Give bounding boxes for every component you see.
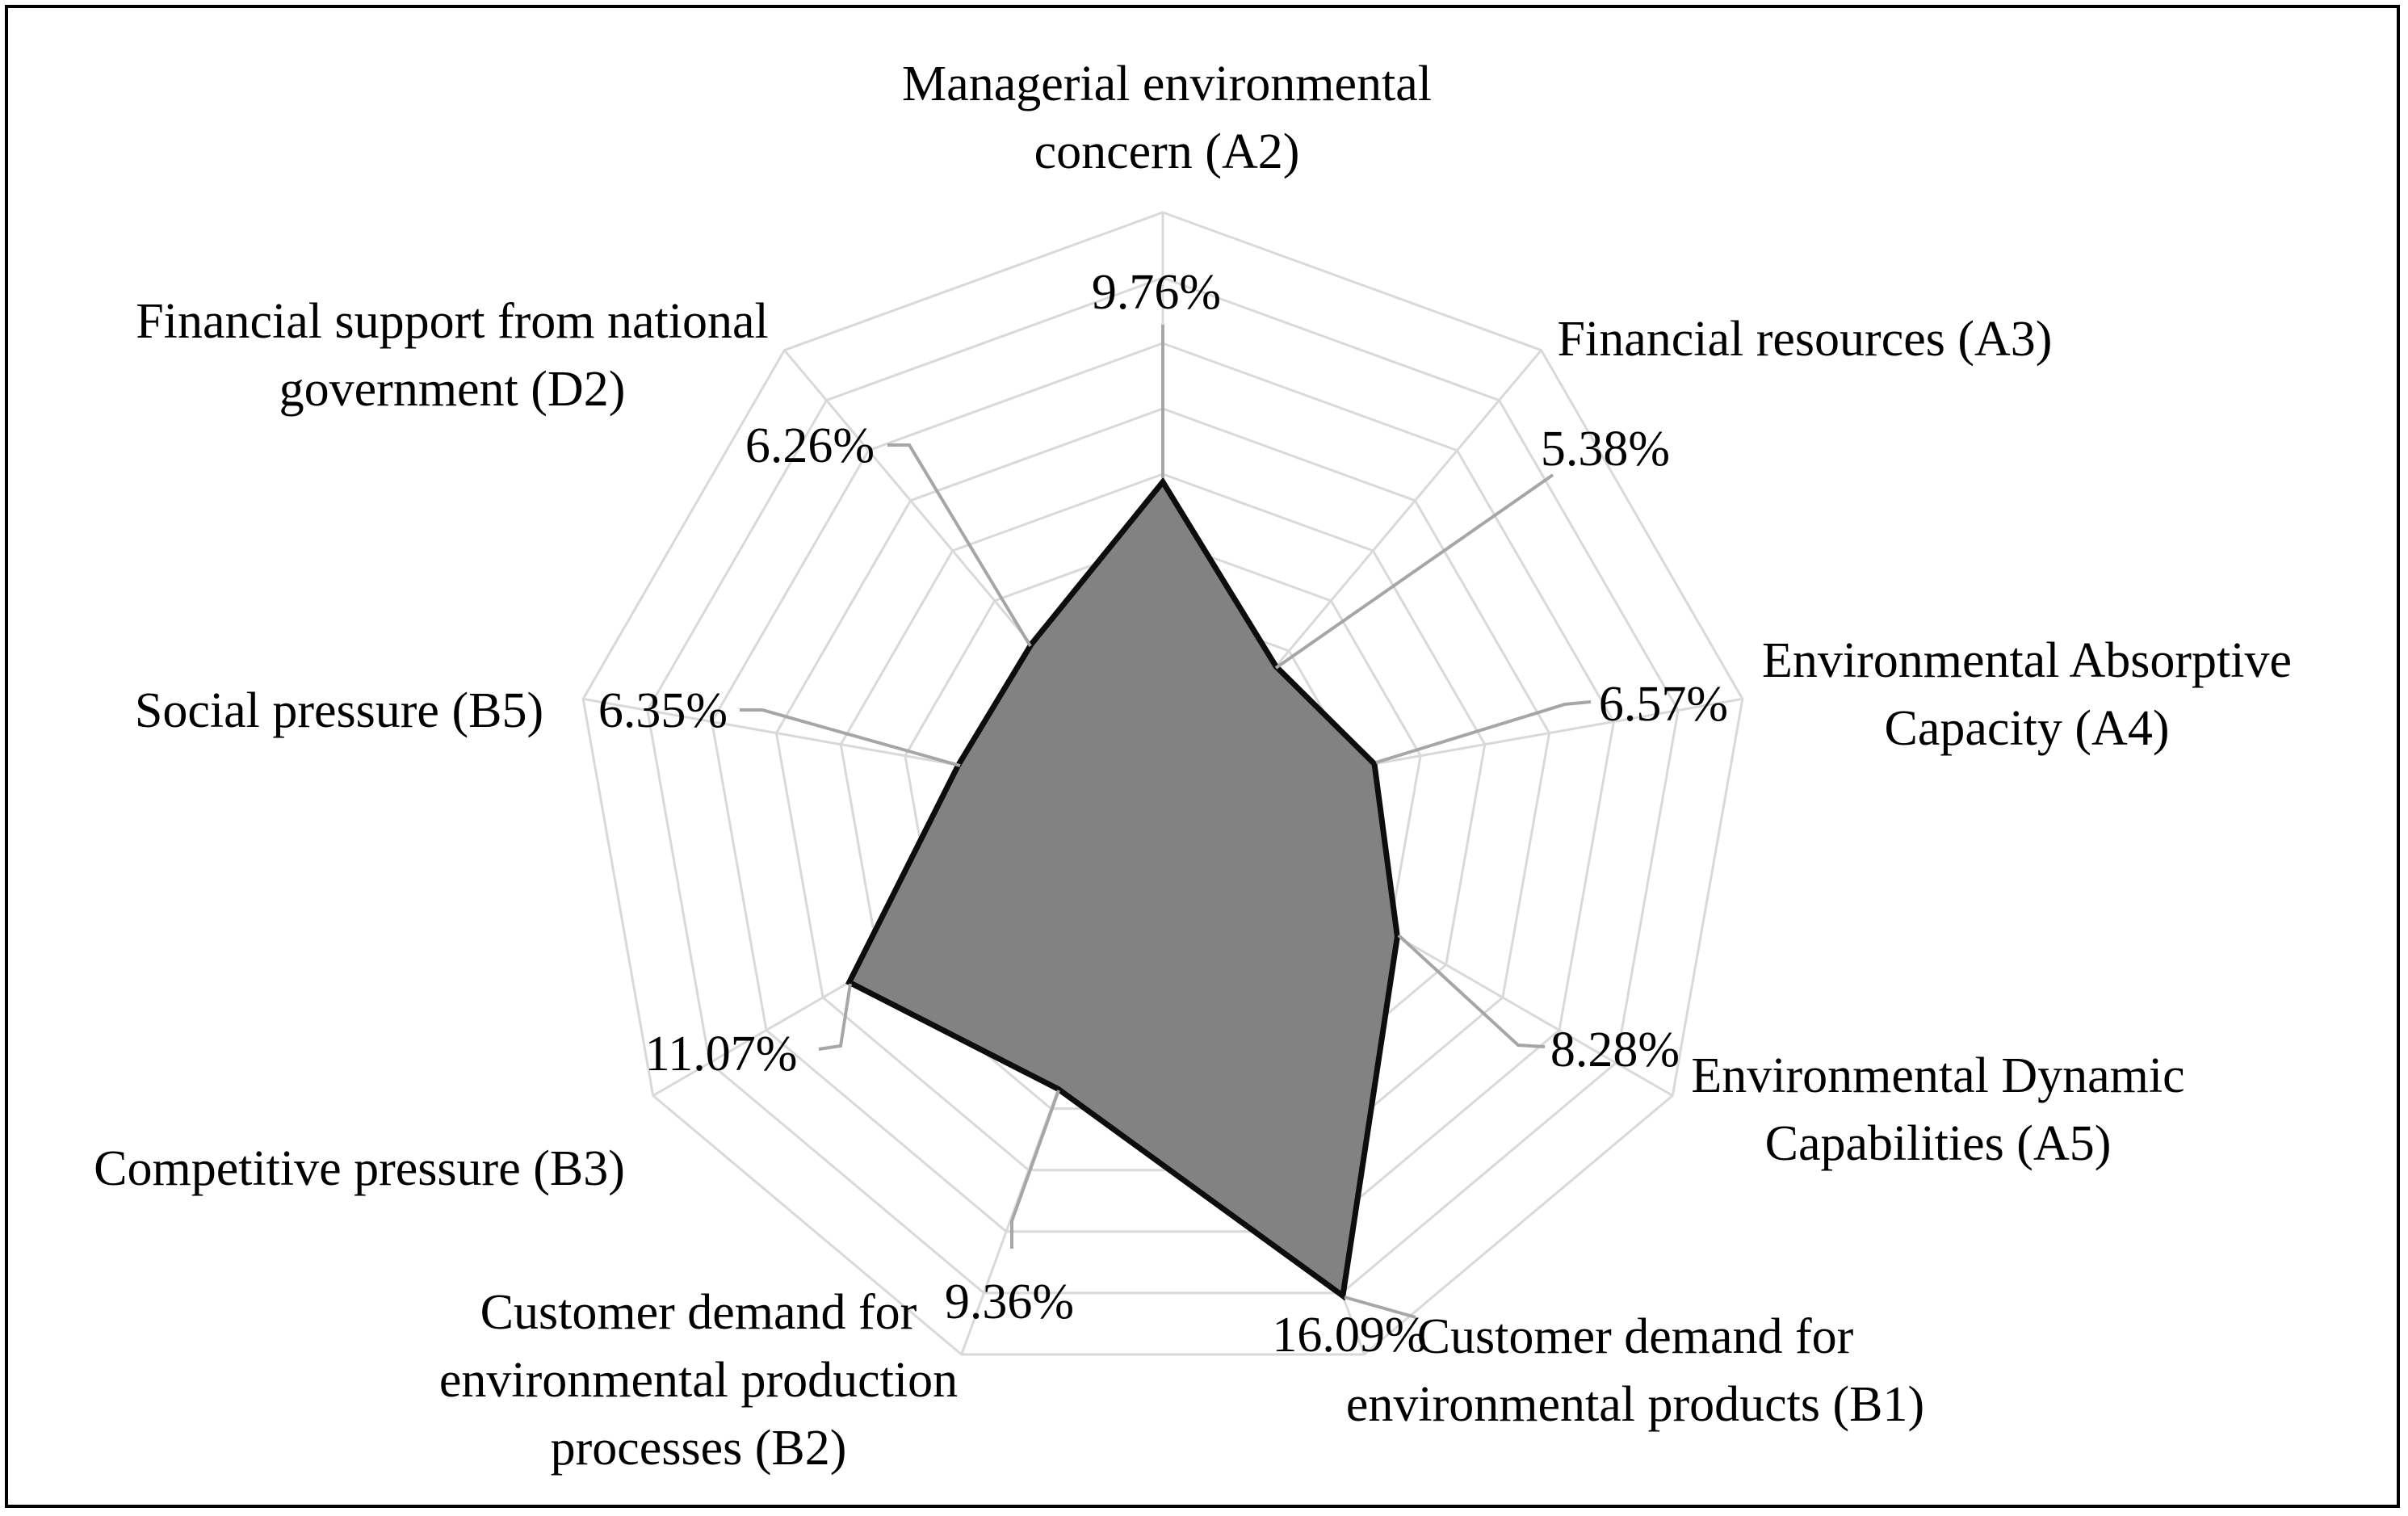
data-polygon [845,477,1400,1301]
category-label: Customer demand for [1416,1309,1854,1364]
grid-ring [646,276,1680,1295]
category-label: Financial support from national [136,294,769,349]
data-label: 9.76% [1091,265,1222,320]
data-label: 8.28% [1550,1023,1680,1077]
category-label: environmental production [438,1353,959,1408]
category-label: Environmental Dynamic [1691,1048,2185,1103]
data-label: 6.57% [1598,677,1729,732]
data-label: 9.36% [944,1275,1075,1329]
leader-lines-group [740,325,1592,1319]
grid-ring [774,407,1551,1172]
leader-line [818,983,852,1051]
data-label: 11.07% [644,1027,798,1081]
leader-line [887,443,1032,648]
series-group [845,477,1400,1301]
leader-line [740,708,961,767]
category-label: Environmental Absorptive [1761,633,2293,688]
data-label: 16.09% [1272,1308,1427,1363]
category-label: Managerial environmental [902,57,1432,111]
category-label: Social pressure (B5) [134,683,544,738]
category-label: Customer demand for [480,1285,917,1340]
grid-ring [711,342,1615,1233]
leader-line [1397,934,1546,1048]
category-label: concern (A2) [1034,124,1300,179]
category-label: Capacity (A4) [1884,701,2170,756]
leader-line [1344,1296,1416,1319]
data-label: 6.35% [598,683,728,738]
category-label: government (D2) [279,362,626,417]
category-label: processes (B2) [550,1421,847,1476]
leader-line [1010,1090,1060,1249]
data-label: 6.26% [745,418,875,473]
category-label: Capabilities (A5) [1764,1116,2112,1171]
category-label: Competitive pressure (B3) [94,1141,625,1196]
leader-line [1274,473,1554,670]
category-label: Financial resources (A3) [1557,312,2053,367]
data-label: 5.38% [1540,422,1671,477]
leader-line [1375,700,1592,764]
category-label: environmental products (B1) [1345,1377,1925,1432]
grid-ring [581,211,1744,1356]
